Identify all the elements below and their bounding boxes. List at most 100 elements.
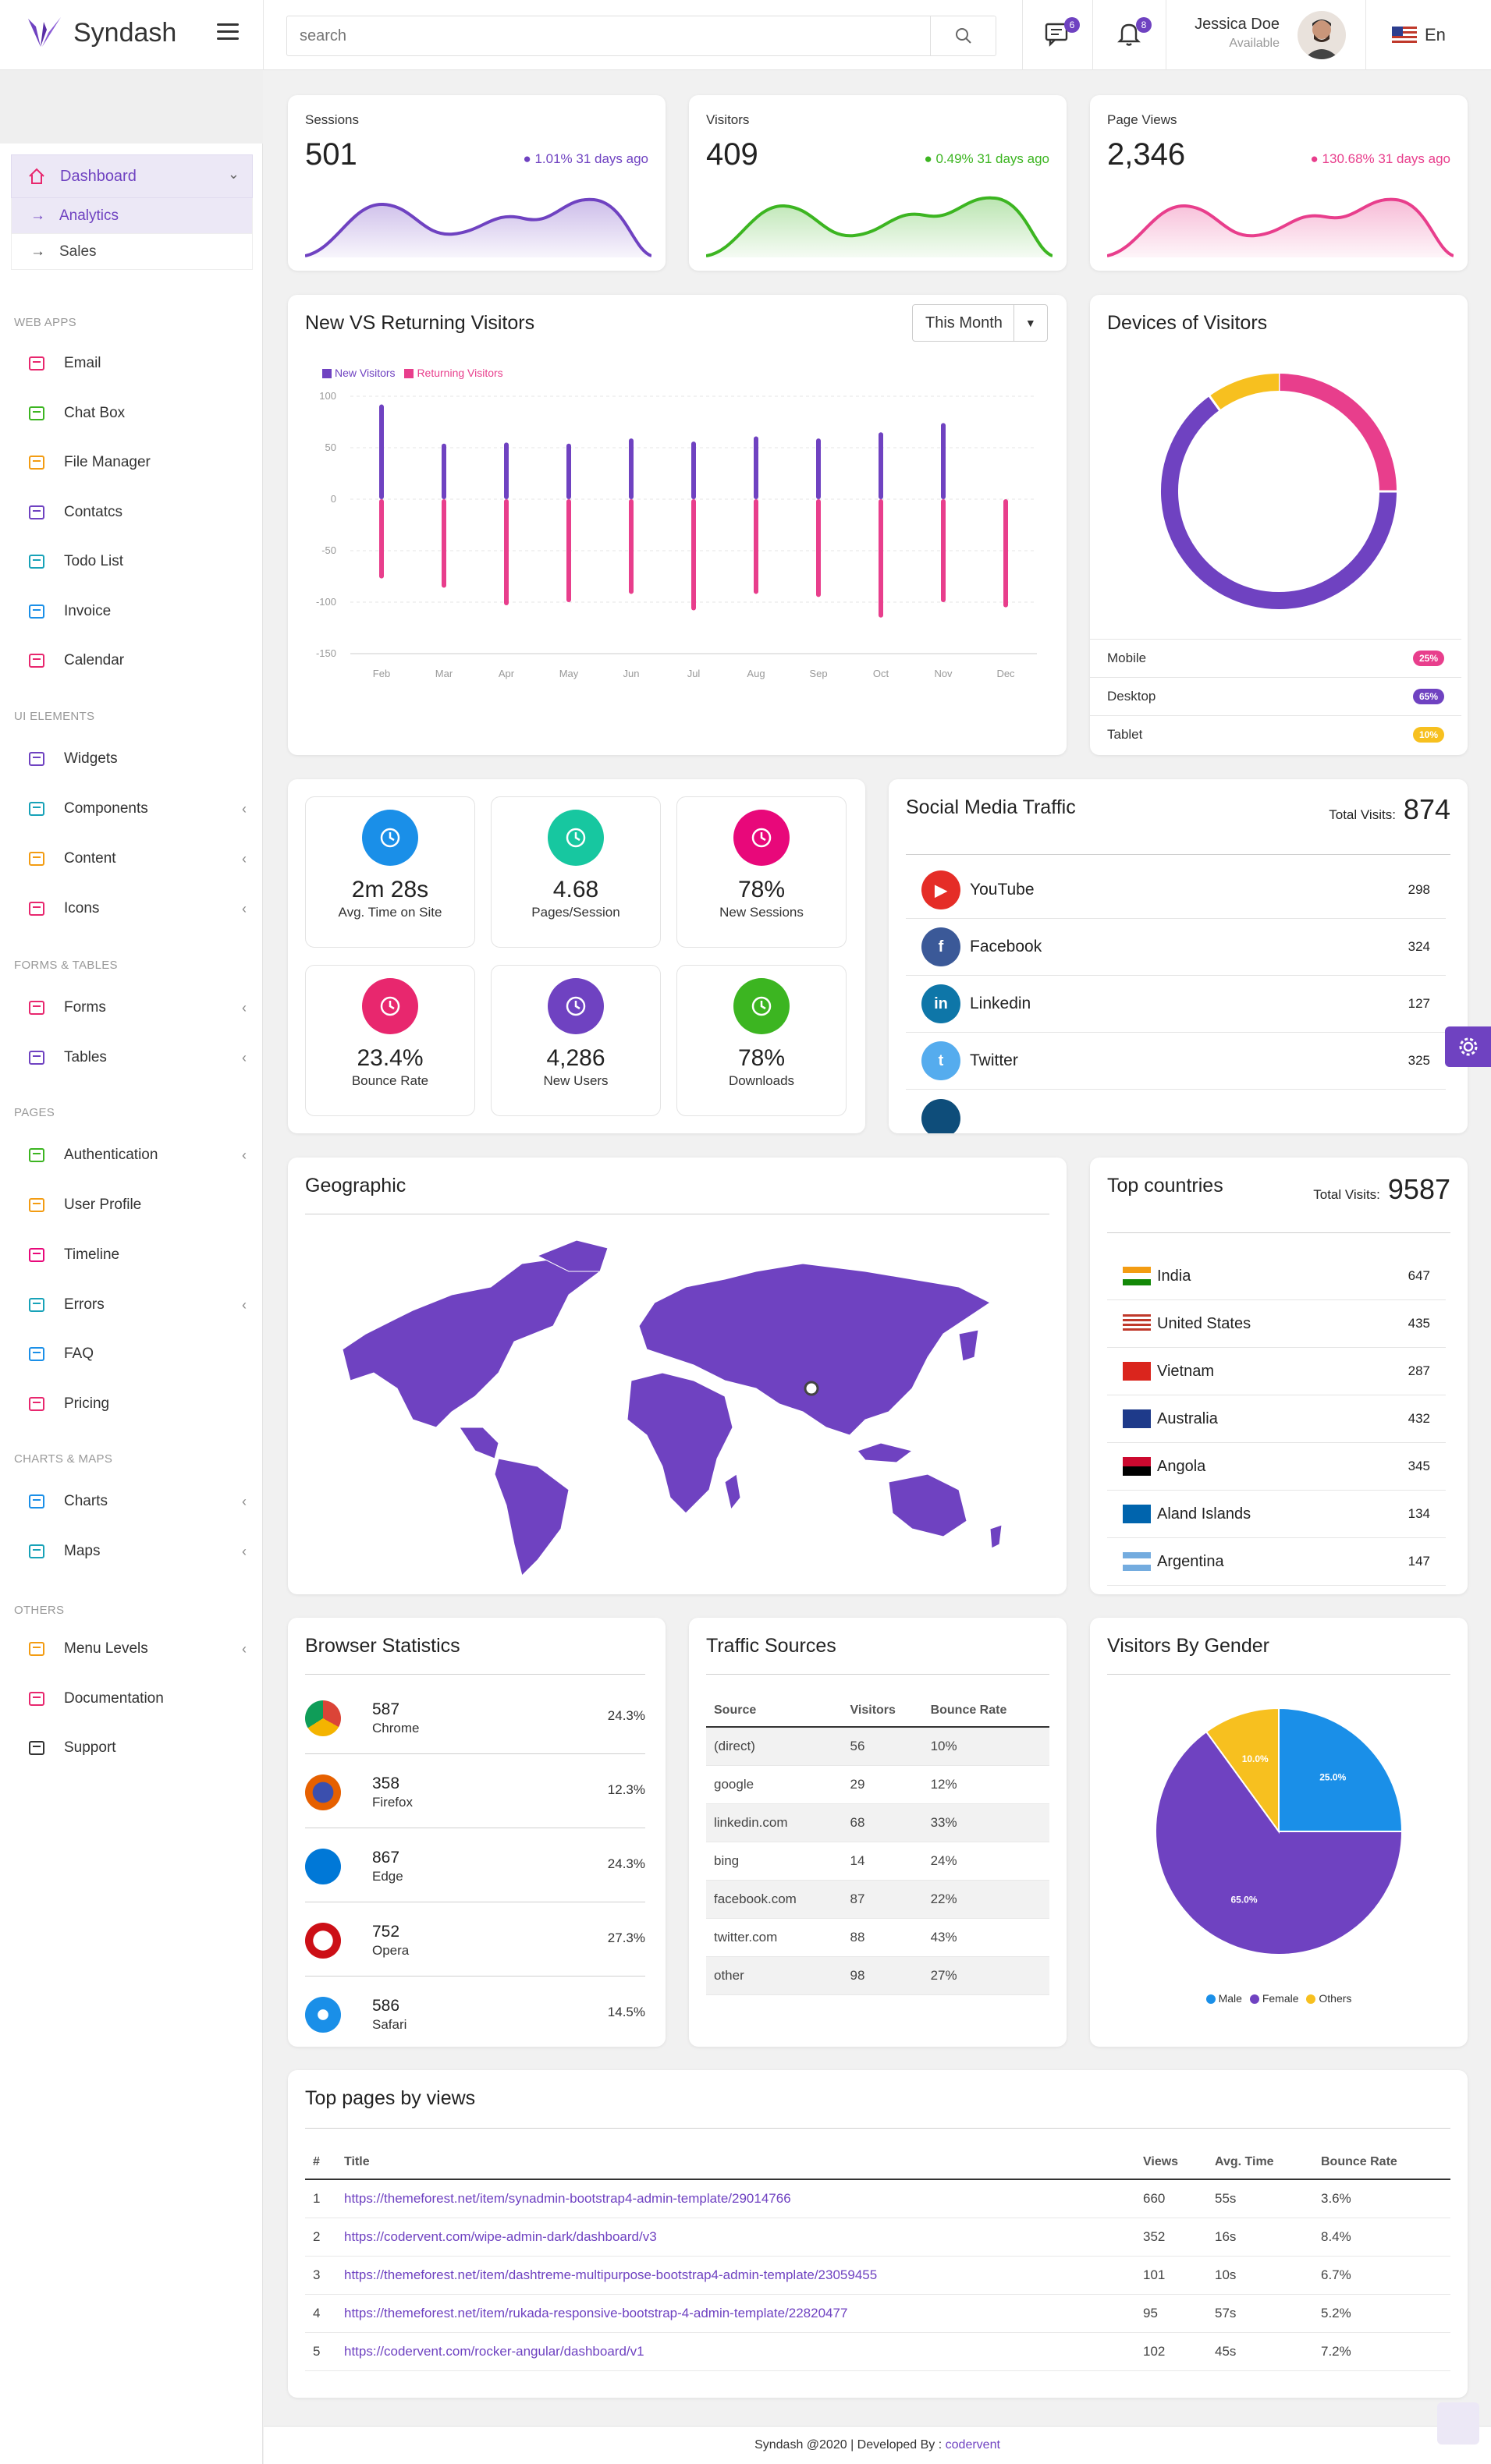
avatar[interactable] [1298,11,1346,59]
page-link[interactable]: https://codervent.com/wipe-admin-dark/da… [344,2228,657,2244]
bar-returning-visitors[interactable] [879,499,883,618]
sidebar-item-timeline[interactable]: Timeline [27,1239,253,1271]
page-link[interactable]: https://themeforest.net/item/dashtreme-m… [344,2267,878,2282]
donut-slice[interactable] [1278,374,1397,492]
bar-returning-visitors[interactable] [504,499,509,605]
bar-new-visitors[interactable] [379,404,384,499]
pie-slice[interactable] [1205,1707,1280,1835]
metric-value: 4.68 [552,877,599,902]
sidebar-item-widgets[interactable]: Widgets [27,743,253,775]
sidebar-item-faq[interactable]: FAQ [27,1338,253,1370]
sidebar-subitem-analytics[interactable]: → Analytics [11,198,253,234]
sidebar-item-charts[interactable]: Charts ‹ [27,1486,253,1517]
sidebar-item-support[interactable]: Support [27,1732,253,1764]
social-row[interactable]: in Linkedin 127 [906,976,1446,1033]
page-link[interactable]: https://themeforest.net/item/rukada-resp… [344,2305,848,2320]
sidebar-item-content[interactable]: Content ‹ [27,843,253,874]
bar-new-visitors[interactable] [691,441,696,499]
footer-link[interactable]: codervent [945,2438,1000,2452]
search-input[interactable] [287,16,927,55]
sidebar-item-menu-levels[interactable]: Menu Levels ‹ [27,1633,253,1665]
sidebar-item-authentication[interactable]: Authentication ‹ [27,1140,253,1171]
table-row[interactable]: twitter.com 88 43% [706,1918,1049,1957]
world-map[interactable] [319,1232,1037,1576]
bar-new-visitors[interactable] [504,442,509,499]
bar-returning-visitors[interactable] [379,499,384,579]
table-row[interactable]: other 98 27% [706,1956,1049,1995]
sidebar-item-user-profile[interactable]: User Profile [27,1189,253,1221]
bar-returning-visitors[interactable] [941,499,946,602]
bar-returning-visitors[interactable] [754,499,758,594]
sidebar-item-tables[interactable]: Tables ‹ [27,1042,253,1073]
donut-slice[interactable] [1161,395,1397,609]
chevron-left-icon: ‹ [242,901,247,916]
table-cell: 27% [922,1956,1049,1995]
user-info[interactable]: Jessica Doe Available [1190,16,1280,51]
column-header[interactable]: Source [706,1694,843,1728]
column-header: Avg. Time [1207,2145,1313,2180]
table-row[interactable]: linkedin.com 68 33% [706,1803,1049,1842]
theme-settings-button[interactable] [1445,1026,1491,1067]
country-row[interactable]: Argentina 147 [1107,1538,1446,1586]
page-link[interactable]: https://codervent.com/rocker-angular/das… [344,2343,644,2359]
back-to-top-button[interactable] [1437,2402,1479,2445]
search-button[interactable] [930,16,996,55]
sidebar-item-documentation[interactable]: Documentation [27,1683,253,1714]
bar-new-visitors[interactable] [442,443,446,499]
sidebar-item-components[interactable]: Components ‹ [27,793,253,824]
sidebar-item-icons[interactable]: Icons ‹ [27,893,253,924]
pie-slice[interactable] [1278,1707,1404,1832]
table-row[interactable]: google 29 12% [706,1765,1049,1804]
column-header[interactable]: Bounce Rate [922,1694,1049,1728]
bar-new-visitors[interactable] [629,438,634,499]
language-selector[interactable]: En [1392,25,1446,45]
country-row[interactable]: India 647 [1107,1253,1446,1300]
sidebar-item-contatcs[interactable]: Contatcs [27,497,253,528]
notifications-button[interactable]: 8 [1116,17,1152,51]
sidebar-item-email[interactable]: Email [27,348,253,379]
period-dropdown[interactable]: This Month ▼ [912,304,1048,342]
page-link[interactable]: https://themeforest.net/item/synadmin-bo… [344,2190,791,2206]
country-row[interactable]: United States 435 [1107,1300,1446,1348]
sidebar-item-calendar[interactable]: Calendar [27,645,253,676]
sidebar-subitem-sales[interactable]: → Sales [11,234,253,270]
social-row[interactable]: ▶ YouTube 298 [906,862,1446,919]
bar-returning-visitors[interactable] [629,499,634,594]
sidebar-item-maps[interactable]: Maps ‹ [27,1536,253,1567]
table-row[interactable]: (direct) 56 10% [706,1727,1049,1766]
bar-returning-visitors[interactable] [1003,499,1008,608]
table-row[interactable]: bing 14 24% [706,1842,1049,1881]
map-marker-icon[interactable] [804,1381,819,1396]
bar-new-visitors[interactable] [816,438,821,499]
country-row[interactable]: Australia 432 [1107,1395,1446,1443]
sidebar-item-chat-box[interactable]: Chat Box [27,398,253,429]
sidebar-item-file-manager[interactable]: File Manager [27,447,253,478]
bar-new-visitors[interactable] [879,432,883,499]
table-row[interactable]: facebook.com 87 22% [706,1880,1049,1919]
bar-returning-visitors[interactable] [691,499,696,611]
sidebar-item-dashboard[interactable]: Dashboard ⌄ [11,154,253,198]
bar-returning-visitors[interactable] [566,499,571,602]
logo[interactable]: Syndash [25,16,176,50]
bar-new-visitors[interactable] [566,443,571,499]
bar-new-visitors[interactable] [941,423,946,499]
bar-new-visitors[interactable] [754,436,758,499]
bar-returning-visitors[interactable] [816,499,821,597]
country-row[interactable]: Vietnam 287 [1107,1348,1446,1395]
sidebar-item-todo-list[interactable]: Todo List [27,546,253,577]
pie-slice[interactable] [1155,1730,1404,1955]
country-row[interactable]: Aland Islands 134 [1107,1491,1446,1538]
social-row[interactable]: t Twitter 325 [906,1033,1446,1090]
sidebar-item-pricing[interactable]: Pricing [27,1388,253,1420]
social-row[interactable] [906,1090,1446,1133]
column-header[interactable]: Visitors [842,1694,923,1728]
country-row[interactable]: Angola 345 [1107,1443,1446,1491]
sidebar-item-invoice[interactable]: Invoice [27,596,253,627]
donut-slice[interactable] [1209,374,1280,410]
sidebar-item-forms[interactable]: Forms ‹ [27,992,253,1023]
bar-returning-visitors[interactable] [442,499,446,588]
menu-toggle-button[interactable] [217,23,239,42]
social-row[interactable]: f Facebook 324 [906,919,1446,976]
sidebar-item-errors[interactable]: Errors ‹ [27,1289,253,1321]
messages-button[interactable]: 6 [1044,17,1080,51]
